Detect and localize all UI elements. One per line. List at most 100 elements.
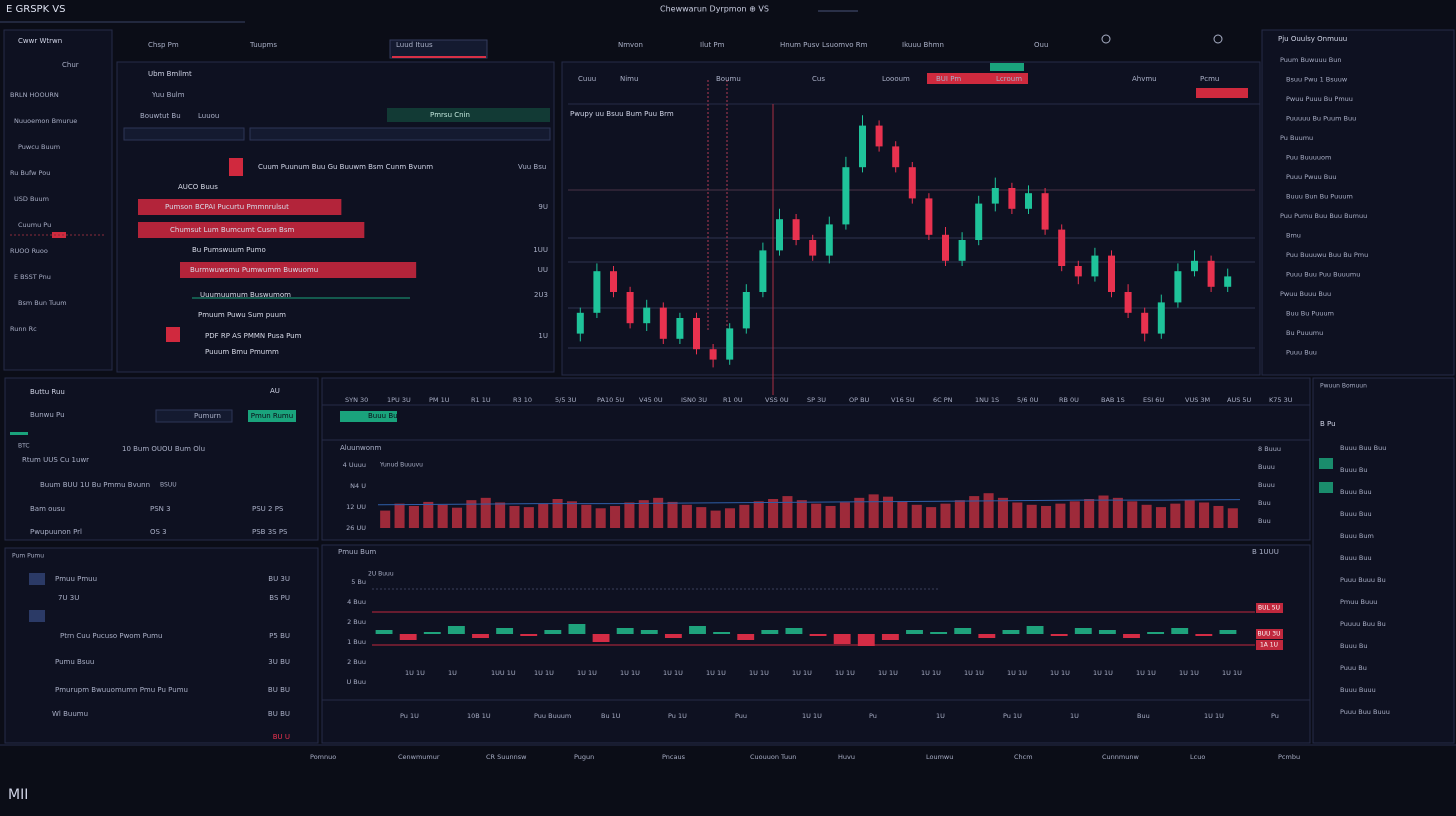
submit-button[interactable]: [248, 410, 296, 422]
bar: [868, 494, 879, 528]
time-label: 1U 1U: [964, 669, 984, 677]
bar: [809, 634, 827, 636]
bar: [906, 630, 923, 634]
scroll-label: Buu: [1137, 712, 1150, 720]
brand: MII: [8, 787, 28, 803]
holding-total: BU U: [273, 733, 290, 741]
bar: [897, 501, 908, 528]
watch-item: Bu Puuumu: [1286, 329, 1323, 337]
input[interactable]: [123, 127, 245, 141]
sell-button[interactable]: [927, 73, 1028, 84]
bar: [592, 634, 610, 642]
marker: [229, 158, 243, 176]
settings-icon[interactable]: [1101, 34, 1111, 44]
buy-button[interactable]: [990, 63, 1024, 71]
tab: Bunwu Pu: [30, 411, 65, 419]
bar: [1050, 634, 1068, 636]
bar: [423, 501, 434, 528]
bar: [544, 630, 562, 634]
time-label: OP BU: [849, 396, 870, 404]
axis-label: 26 UU: [346, 524, 366, 532]
column-header: Vuu Bsu: [518, 163, 546, 171]
holding-value: 3U BU: [268, 658, 290, 666]
bar: [689, 626, 706, 634]
time-label: R1 1U: [471, 396, 491, 404]
time-label: 1U 1U: [620, 669, 640, 677]
bar: [1123, 634, 1140, 638]
candle-body: [643, 307, 651, 324]
bell-icon[interactable]: [1213, 34, 1223, 44]
bar: [782, 496, 793, 528]
news-item: Buuu Bu: [1340, 642, 1367, 650]
candle-body: [859, 125, 866, 168]
bar: [538, 503, 549, 528]
bar: [1074, 628, 1092, 634]
bar: [523, 507, 534, 528]
select[interactable]: [155, 409, 233, 423]
candle-body: [908, 167, 916, 199]
search-text: Pmrsu Cnin: [430, 111, 470, 119]
watch-item: Puum Buwuuu Bun: [1280, 56, 1341, 64]
toolbar-button: BUI Pm: [936, 75, 961, 83]
trend-line: [377, 499, 1241, 506]
input[interactable]: [249, 127, 551, 141]
bar: [624, 502, 635, 528]
bar: [423, 632, 441, 634]
watch-item: Bmu: [1286, 232, 1301, 240]
holding-label: Pumu Bsuu: [55, 658, 94, 666]
axis-label: Buuu: [1258, 463, 1275, 471]
search-bar[interactable]: [387, 108, 550, 122]
bar: [1098, 630, 1116, 634]
depth-bar: [138, 222, 365, 238]
footer-link: CR Suunnsw: [486, 753, 527, 761]
bar: [496, 628, 514, 634]
bar: [785, 628, 803, 634]
bar: [447, 626, 465, 634]
candle-body: [892, 146, 900, 168]
bar: [978, 634, 996, 638]
icon: [29, 610, 45, 622]
button[interactable]: [1196, 88, 1248, 98]
bar: [768, 499, 779, 528]
axis-label: U Buu: [346, 678, 366, 686]
bar: [710, 510, 721, 528]
order-amount: 2U3: [534, 291, 548, 299]
scroll-label: 10B 1U: [467, 712, 491, 720]
time-label: 1U 1U: [1136, 669, 1156, 677]
bar: [825, 505, 836, 528]
candle-body: [875, 125, 883, 147]
time-label: R1 0U: [723, 396, 743, 404]
holding-value: BU BU: [268, 710, 290, 718]
bar: [616, 628, 634, 634]
axis-label: 2 Buu: [347, 658, 366, 666]
watch-item: Puuuuu Bu Puum Buu: [1286, 115, 1356, 123]
order-amount: 9U: [538, 203, 548, 211]
bar: [997, 497, 1008, 528]
list-item: Cuumu Pu: [18, 221, 51, 229]
bar: [1127, 501, 1138, 528]
news-item: Pmuu Buuu: [1340, 598, 1377, 606]
button-label: Pmun Rumu: [251, 412, 293, 420]
bar: [653, 497, 664, 528]
info-text: Buum BUU 1U Bu Pmmu Bvunn: [40, 481, 150, 489]
time-label: 1U 1U: [663, 669, 683, 677]
depth-bar: [180, 262, 417, 278]
side-panel: [1261, 29, 1455, 376]
watch-item: Puuu Buu: [1286, 349, 1317, 357]
tab: Ikuuu Bhmn: [902, 41, 944, 49]
volume-toggle[interactable]: [340, 411, 397, 422]
time-label: 1U 1U: [1093, 669, 1113, 677]
watch-item: Pwuu Puuu Bu Pmuu: [1286, 95, 1353, 103]
bar: [911, 504, 922, 528]
chart-title: Pmuu Bum: [338, 548, 376, 556]
time-label: RB 0U: [1059, 396, 1079, 404]
bar: [595, 508, 606, 528]
bar: [466, 500, 477, 528]
order-row: Chumsut Lum Bumcumt Cusm Bsm: [170, 226, 294, 234]
chart-legend: Pwupy uu Bsuu Bum Puu Brm: [570, 110, 674, 118]
bar: [1112, 497, 1123, 528]
holding-label: Pmuu Pmuu: [55, 575, 97, 583]
candle-body: [825, 224, 833, 256]
price-tag: [1256, 629, 1283, 639]
candle-body: [1124, 292, 1132, 313]
